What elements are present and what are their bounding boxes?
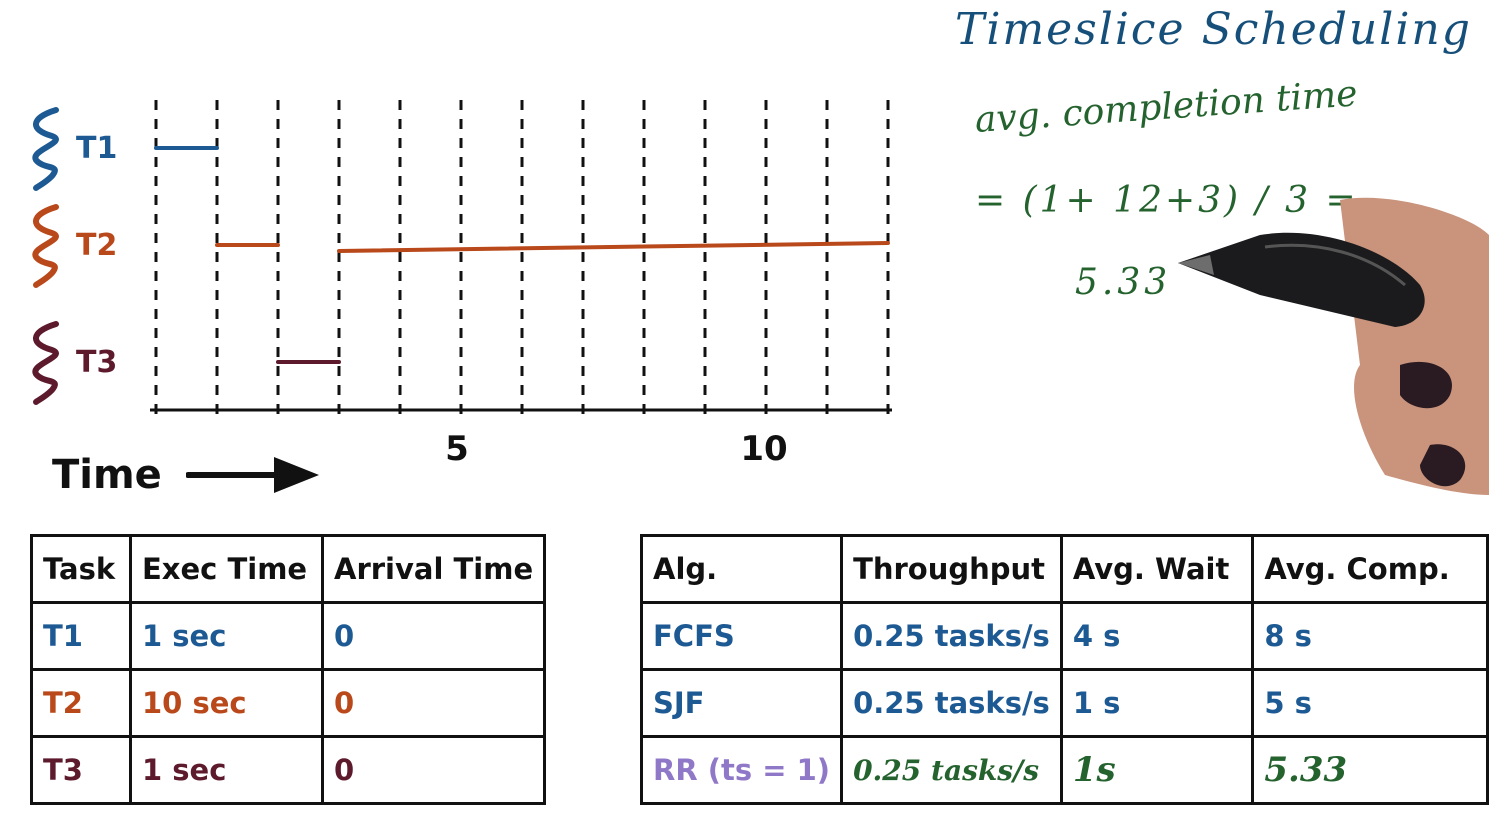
diagram-title: Timeslice Scheduling (955, 4, 1472, 55)
column-header: Alg. (639, 534, 844, 604)
arrow-right-icon (185, 457, 319, 493)
timeline-diagram: T1 T2 T3 5 10 (32, 100, 892, 469)
avg-wait-cell: 1 s (1059, 668, 1255, 738)
time-axis-caption: Time (52, 452, 321, 498)
tick-label-5: 5 (445, 429, 469, 469)
table-row: SJF 0.25 tasks/s 1 s 5 s (639, 668, 1489, 738)
avg-comp-cell: 5.33 (1251, 735, 1489, 805)
thread-icon (32, 321, 59, 405)
task-row-label: T1 (76, 131, 117, 166)
table-row: T1 1 sec 0 (30, 601, 547, 671)
formula-line-1: avg. completion time (973, 73, 1359, 141)
algorithm-comparison-table: Alg. Throughput Avg. Wait Avg. Comp. FCF… (639, 534, 1489, 805)
avg-comp-cell: 8 s (1251, 601, 1489, 671)
throughput-cell: 0.25 tasks/s (840, 668, 1063, 738)
pen-body (1178, 232, 1425, 327)
task-cell: T3 (30, 735, 132, 805)
arrival-time-cell: 0 (320, 601, 547, 671)
column-header: Avg. Wait (1059, 534, 1255, 604)
table-row: T2 10 sec 0 (30, 668, 547, 738)
column-header: Task (30, 534, 132, 604)
avg-wait-cell: 4 s (1059, 601, 1255, 671)
thread-icon (32, 204, 59, 288)
task-row-label: T2 (76, 228, 117, 263)
task-table-header: Task Exec Time Arrival Time (30, 534, 547, 604)
table-row: T3 1 sec 0 (30, 735, 547, 805)
task-table: Task Exec Time Arrival Time T1 1 sec 0 T… (30, 534, 547, 805)
hand-shape (1340, 197, 1489, 495)
table-row: RR (ts = 1) 0.25 tasks/s 1s 5.33 (639, 735, 1489, 805)
thread-icon (32, 107, 59, 191)
avg-wait-cell: 1s (1059, 735, 1255, 805)
alg-table-header: Alg. Throughput Avg. Wait Avg. Comp. (639, 534, 1489, 604)
column-header: Avg. Comp. (1251, 534, 1489, 604)
task-cell: T2 (30, 668, 132, 738)
alg-cell: FCFS (639, 601, 844, 671)
column-header: Arrival Time (320, 534, 547, 604)
avg-comp-cell: 5 s (1251, 668, 1489, 738)
execution-segment (337, 241, 890, 253)
table-row: FCFS 0.25 tasks/s 4 s 8 s (639, 601, 1489, 671)
exec-time-cell: 10 sec (129, 668, 324, 738)
time-label: Time (52, 452, 162, 498)
pen-tip (1178, 255, 1214, 275)
alg-cell: SJF (639, 668, 844, 738)
throughput-cell: 0.25 tasks/s (840, 601, 1063, 671)
fingernail-shape (1400, 361, 1452, 409)
pen-hand-illustration (1178, 197, 1489, 495)
exec-time-cell: 1 sec (129, 601, 324, 671)
fingernail-shape (1420, 444, 1466, 487)
task-row-label: T3 (76, 345, 117, 380)
formula-line-2: = (1+ 12+3) / 3 = (975, 180, 1359, 221)
formula-line-3: 5.33 (1075, 262, 1172, 303)
column-header: Exec Time (129, 534, 324, 604)
exec-time-cell: 1 sec (129, 735, 324, 805)
column-header: Throughput (840, 534, 1063, 604)
pen-highlight (1264, 243, 1406, 287)
tick-label-10: 10 (740, 429, 787, 469)
arrival-time-cell: 0 (320, 668, 547, 738)
alg-cell: RR (ts = 1) (639, 735, 844, 805)
timeline-grid (154, 100, 890, 418)
task-cell: T1 (30, 601, 132, 671)
arrival-time-cell: 0 (320, 735, 547, 805)
throughput-cell: 0.25 tasks/s (840, 735, 1063, 805)
